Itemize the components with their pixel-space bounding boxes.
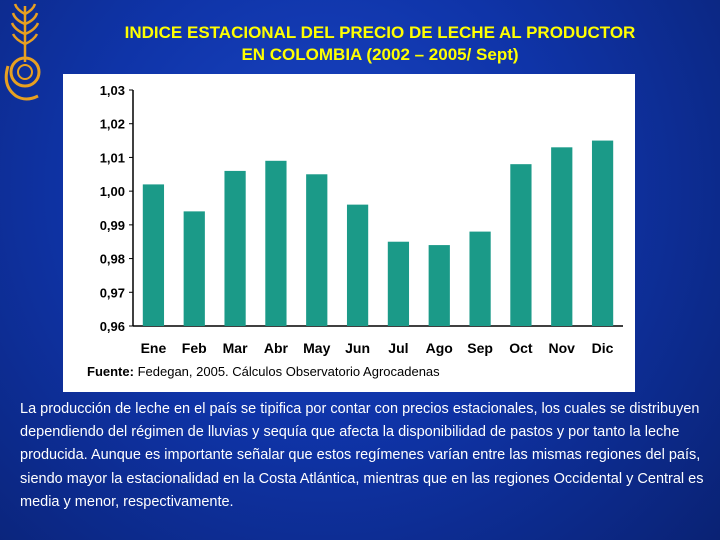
x-tick-label: Jul — [388, 340, 408, 356]
bar-jul — [387, 241, 410, 326]
x-tick-label: Ago — [426, 340, 453, 356]
x-tick-label: Ene — [141, 340, 167, 356]
y-tick-label: 0,97 — [100, 285, 125, 300]
bar-dic — [591, 140, 614, 326]
bar-may — [306, 174, 328, 326]
wheat-logo-icon — [4, 3, 41, 101]
source-label: Fuente: — [87, 364, 134, 379]
source-text: Fedegan, 2005. Cálculos Observatorio Agr… — [137, 364, 440, 379]
y-tick-label: 1,02 — [100, 117, 125, 132]
bar-nov — [551, 147, 573, 326]
bar-oct — [510, 164, 532, 326]
y-tick-label: 0,99 — [100, 218, 125, 233]
y-tick-label: 0,96 — [100, 319, 125, 334]
bar-mar — [224, 170, 246, 326]
description-paragraph: La producción de leche en el país se tip… — [20, 401, 704, 510]
x-tick-label: May — [303, 340, 330, 356]
page-title: INDICE ESTACIONAL DEL PRECIO DE LECHE AL… — [60, 22, 700, 66]
chart-source: Fuente: Fedegan, 2005. Cálculos Observat… — [87, 364, 440, 379]
bar-sep — [469, 231, 491, 326]
x-tick-label: Nov — [549, 340, 576, 356]
x-tick-label: Dic — [592, 340, 614, 356]
bar-abr — [265, 160, 287, 326]
bar-jun — [346, 204, 369, 326]
bar-chart: 1,03 1,02 1,01 1,00 0,99 0,98 0,97 0,96 Ene Feb Ma… — [100, 83, 623, 356]
title-line-1: INDICE ESTACIONAL DEL PRECIO DE LECHE AL… — [124, 23, 636, 42]
bar-feb — [183, 211, 205, 326]
bar-ene — [142, 184, 165, 326]
y-tick-label: 1,01 — [100, 150, 125, 165]
x-tick-label: Oct — [509, 340, 533, 356]
chart-panel: 1,03 1,02 1,01 1,00 0,99 0,98 0,97 0,96 Ene Feb Ma… — [63, 74, 635, 392]
y-tick-label: 1,00 — [100, 184, 125, 199]
x-tick-label: Sep — [467, 340, 493, 356]
y-tick-label: 0,98 — [100, 252, 125, 267]
title-line-2: EN COLOMBIA (2002 – 2005/ Sept) — [241, 45, 519, 64]
x-tick-label: Abr — [264, 340, 289, 356]
x-tick-label: Mar — [223, 340, 248, 356]
y-tick-label: 1,03 — [100, 83, 125, 98]
x-tick-label: Feb — [182, 340, 207, 356]
bar-ago — [428, 245, 450, 326]
x-tick-label: Jun — [345, 340, 370, 356]
